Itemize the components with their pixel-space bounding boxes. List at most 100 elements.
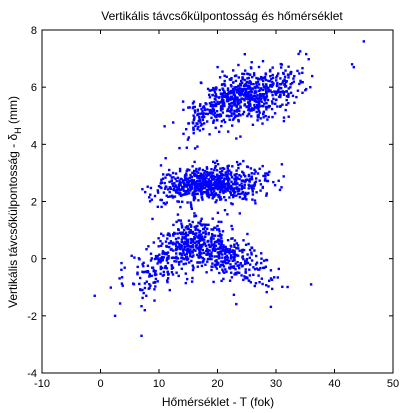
data-point bbox=[230, 114, 233, 117]
data-point bbox=[252, 266, 255, 269]
data-point bbox=[240, 88, 243, 91]
data-point bbox=[133, 256, 136, 259]
data-point bbox=[200, 245, 204, 248]
data-point bbox=[192, 198, 196, 202]
data-point bbox=[235, 137, 238, 140]
data-point bbox=[287, 93, 290, 96]
data-point bbox=[223, 90, 226, 93]
data-point bbox=[175, 179, 178, 183]
data-point bbox=[212, 177, 216, 181]
data-point bbox=[118, 302, 122, 305]
data-point bbox=[186, 225, 189, 228]
data-point bbox=[222, 189, 225, 192]
data-point bbox=[253, 74, 256, 77]
data-point bbox=[198, 248, 201, 251]
data-point bbox=[170, 256, 174, 260]
data-point bbox=[192, 196, 196, 200]
data-point bbox=[276, 276, 279, 279]
data-point bbox=[202, 105, 206, 108]
data-point bbox=[210, 112, 213, 115]
data-point bbox=[193, 181, 197, 184]
data-point bbox=[144, 270, 147, 273]
data-point bbox=[237, 189, 241, 192]
data-point bbox=[224, 268, 227, 271]
data-point bbox=[196, 224, 199, 228]
data-point bbox=[267, 88, 270, 92]
data-point bbox=[191, 230, 194, 234]
data-point bbox=[249, 263, 252, 266]
data-point bbox=[221, 230, 225, 233]
data-point bbox=[193, 116, 196, 119]
data-point bbox=[199, 219, 203, 223]
data-point bbox=[152, 241, 155, 244]
data-point bbox=[158, 253, 161, 256]
data-point bbox=[228, 115, 231, 118]
data-point bbox=[262, 116, 265, 119]
data-point bbox=[154, 254, 158, 258]
data-point bbox=[185, 248, 188, 252]
data-point bbox=[194, 228, 197, 232]
data-point bbox=[235, 160, 239, 164]
data-point bbox=[169, 195, 172, 198]
data-point bbox=[223, 95, 226, 98]
data-point bbox=[206, 240, 209, 243]
data-point bbox=[193, 117, 196, 121]
x-tick-label: 50 bbox=[387, 378, 399, 390]
data-point bbox=[250, 115, 253, 118]
data-point bbox=[204, 191, 207, 194]
data-point bbox=[178, 231, 182, 234]
data-point bbox=[253, 106, 256, 109]
data-point bbox=[193, 147, 197, 150]
data-point bbox=[220, 176, 223, 180]
data-point bbox=[180, 224, 184, 227]
data-point bbox=[245, 105, 248, 108]
data-point bbox=[157, 237, 160, 240]
data-point bbox=[197, 125, 200, 129]
data-point bbox=[267, 87, 270, 90]
data-point bbox=[216, 163, 220, 166]
data-point bbox=[178, 169, 182, 173]
data-point bbox=[203, 186, 207, 190]
data-point bbox=[231, 228, 234, 231]
data-point bbox=[266, 118, 269, 121]
data-point bbox=[184, 272, 187, 275]
data-point bbox=[238, 212, 241, 215]
x-tick-label: 40 bbox=[328, 378, 340, 390]
data-point bbox=[258, 105, 261, 108]
data-point bbox=[180, 222, 183, 225]
data-point bbox=[230, 78, 233, 81]
data-point bbox=[262, 96, 265, 99]
data-point bbox=[226, 239, 230, 242]
data-point bbox=[191, 268, 195, 272]
data-point bbox=[227, 90, 231, 94]
data-point bbox=[224, 185, 227, 189]
data-point bbox=[207, 191, 210, 194]
data-point bbox=[253, 90, 256, 93]
data-point bbox=[192, 114, 195, 117]
data-point bbox=[186, 227, 189, 231]
data-point bbox=[211, 234, 214, 237]
data-point bbox=[280, 87, 283, 90]
data-point bbox=[228, 248, 232, 251]
data-point bbox=[290, 82, 294, 85]
data-point bbox=[196, 253, 199, 257]
data-point bbox=[241, 77, 245, 80]
data-point bbox=[203, 238, 206, 241]
data-point bbox=[156, 262, 159, 265]
data-point bbox=[250, 107, 253, 111]
data-point bbox=[202, 231, 205, 234]
data-point bbox=[198, 183, 201, 187]
data-point bbox=[199, 174, 202, 177]
data-point bbox=[235, 85, 238, 89]
data-point bbox=[156, 189, 159, 192]
data-point bbox=[166, 233, 169, 237]
data-point bbox=[187, 122, 190, 125]
data-point bbox=[285, 95, 289, 98]
data-point bbox=[211, 217, 214, 220]
data-point bbox=[211, 197, 214, 200]
data-point bbox=[123, 266, 126, 269]
data-point bbox=[176, 232, 179, 235]
data-point bbox=[215, 267, 219, 270]
data-point bbox=[166, 277, 170, 280]
